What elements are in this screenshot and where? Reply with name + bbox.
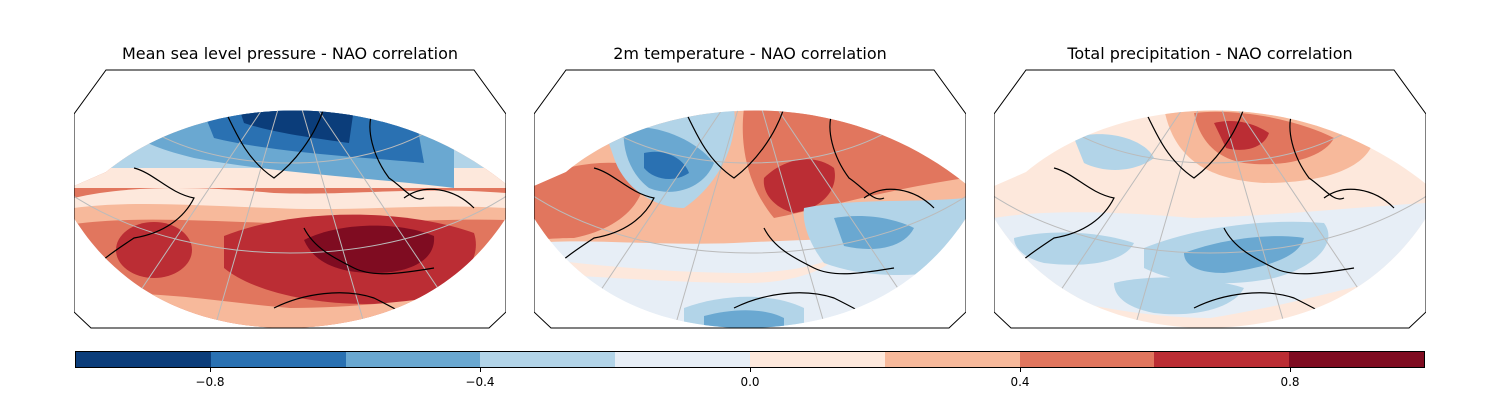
t2m-correlation-map [534, 69, 966, 329]
colorbar-segment [1154, 352, 1290, 367]
colorbar-tick [1290, 368, 1291, 372]
colorbar-segment [615, 352, 750, 367]
panel-title: Mean sea level pressure - NAO correlatio… [121, 44, 459, 63]
panel-title: Total precipitation - NAO correlation [1067, 44, 1353, 63]
colorbar-segment [345, 352, 481, 367]
panel-title: 2m temperature - NAO correlation [613, 44, 887, 63]
colorbar-tick-label: 0.4 [1010, 375, 1030, 389]
colorbar-tick [210, 368, 211, 372]
colorbar-tick-label: 0.8 [1280, 375, 1300, 389]
colorbar-tick-label: −0.8 [195, 375, 225, 389]
tp-correlation-panel: Total precipitation - NAO correlation [994, 42, 1426, 332]
colorbar-segment [480, 352, 616, 367]
colorbar-tick-label: −0.4 [465, 375, 495, 389]
tp-correlation-map [994, 69, 1426, 329]
colorbar-segment [1289, 352, 1424, 367]
colorbar-tick-label: 0.0 [740, 375, 760, 389]
colorbar [75, 351, 1425, 368]
colorbar-segment [210, 352, 346, 367]
colorbar-segment [749, 352, 885, 367]
colorbar-tick [1020, 368, 1021, 372]
msl-correlation-panel: Mean sea level pressure - NAO correlatio… [74, 42, 506, 332]
t2m-correlation-panel: 2m temperature - NAO correlation [534, 42, 966, 332]
colorbar-segment [76, 352, 211, 367]
colorbar-tick [750, 368, 751, 372]
colorbar-segment [884, 352, 1020, 367]
colorbar-tick [480, 368, 481, 372]
msl-correlation-map [74, 69, 506, 329]
colorbar-segment [1019, 352, 1155, 367]
